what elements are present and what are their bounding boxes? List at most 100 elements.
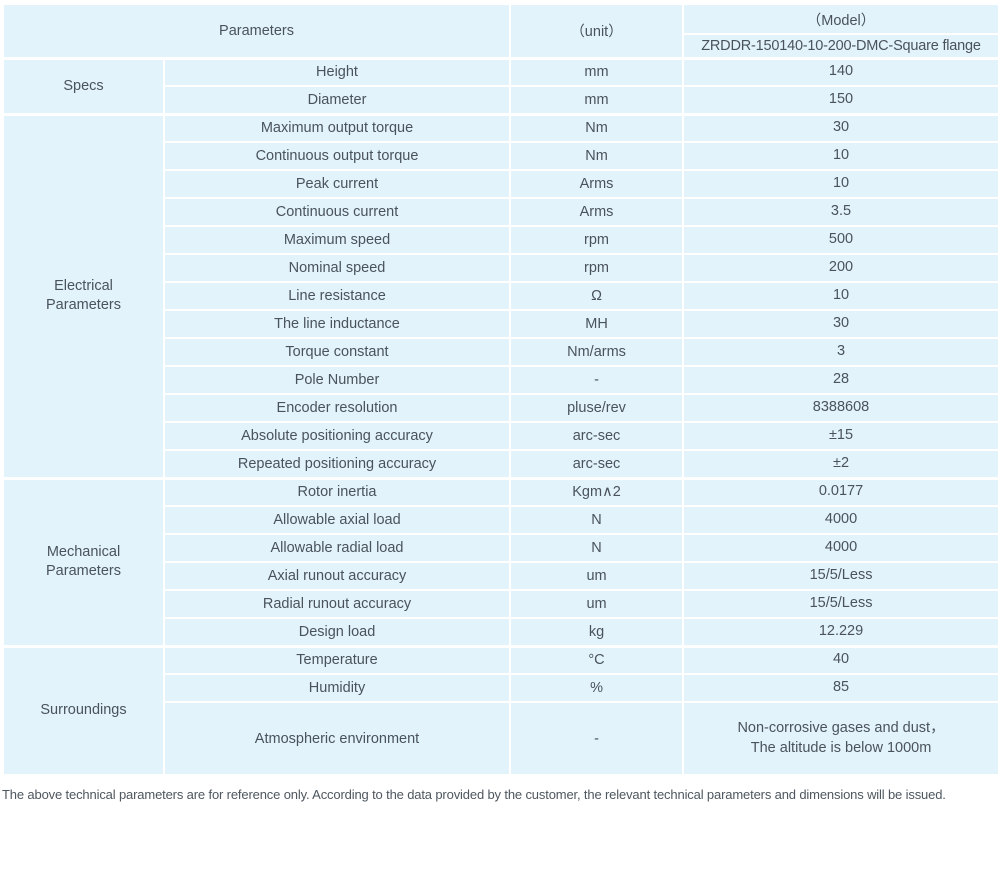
header-model-row: ZRDDR-150140-10-200-DMC-Square flange [3, 33, 1000, 59]
header-parameters: Parameters [1, 3, 512, 59]
param-name-cell: Encoder resolution [162, 393, 512, 423]
value-cell: 8388608 [682, 393, 1000, 423]
unit-cell: Ω [509, 281, 685, 311]
value-cell: 4000 [682, 533, 1000, 563]
unit-cell: um [509, 561, 685, 591]
table-row: Radial runout accuracy um 15/5/Less [3, 589, 1000, 619]
unit-cell: Nm [509, 112, 685, 143]
unit-cell: arc-sec [509, 449, 685, 479]
param-name-cell: Torque constant [162, 337, 512, 367]
param-name-cell: Continuous current [162, 197, 512, 227]
category-cell-electrical: Electrical Parameters [2, 112, 165, 479]
unit-cell: N [509, 533, 685, 563]
spec-table: Parameters （unit） （Model） ZRDDR-150140-1… [1, 3, 1000, 776]
unit-cell: MH [509, 309, 685, 339]
table-row: Humidity % 85 [3, 673, 1000, 703]
table-row: Electrical Parameters Maximum output tor… [2, 112, 1000, 479]
unit-cell: arc-sec [509, 421, 685, 451]
table-row: Peak current Arms 10 [3, 169, 1000, 199]
param-name-cell: Repeated positioning accuracy [162, 449, 512, 479]
table-row: Absolute positioning accuracy arc-sec ±1… [3, 421, 1000, 451]
param-name-cell: Radial runout accuracy [162, 589, 512, 619]
header-unit: （unit） [509, 3, 685, 59]
param-name-cell: Absolute positioning accuracy [162, 421, 512, 451]
param-name-cell: Maximum speed [162, 225, 512, 255]
unit-cell: N [509, 505, 685, 535]
table-row: Maximum speed rpm 500 [3, 225, 1000, 255]
value-cell: 140 [682, 56, 1000, 87]
param-name-cell: Continuous output torque [162, 141, 512, 171]
param-name-cell: Height [162, 56, 512, 87]
value-cell: 85 [682, 673, 1000, 703]
value-cell: 40 [682, 644, 1000, 675]
value-cell: 3 [682, 337, 1000, 367]
unit-cell: % [509, 673, 685, 703]
param-name-cell: Diameter [162, 85, 512, 115]
table-row: Encoder resolution pluse/rev 8388608 [3, 393, 1000, 423]
unit-cell: Arms [509, 169, 685, 199]
value-cell: 10 [682, 141, 1000, 171]
param-name-cell: Pole Number [162, 365, 512, 395]
unit-cell: Nm/arms [509, 337, 685, 367]
param-name-cell: Peak current [162, 169, 512, 199]
param-name-cell: The line inductance [162, 309, 512, 339]
table-row: Pole Number - 28 [3, 365, 1000, 395]
value-cell: 200 [682, 253, 1000, 283]
table-row: Line resistance Ω 10 [3, 281, 1000, 311]
param-name-cell: Design load [162, 617, 512, 647]
unit-cell: rpm [509, 225, 685, 255]
value-cell: 0.0177 [682, 476, 1000, 507]
value-cell: 12.229 [682, 617, 1000, 647]
param-name-cell: Humidity [162, 673, 512, 703]
table-row: Allowable radial load N 4000 [3, 533, 1000, 563]
table-row: Allowable axial load N 4000 [3, 505, 1000, 535]
table-row: Surroundings Temperature °C 40 [2, 644, 1000, 776]
param-name-cell: Line resistance [162, 281, 512, 311]
value-cell: 28 [682, 365, 1000, 395]
header-model: （Model） [682, 3, 1000, 35]
table-row: Continuous current Arms 3.5 [3, 197, 1000, 227]
value-cell: Non-corrosive gases and dust， The altitu… [682, 701, 1000, 776]
unit-cell: - [509, 701, 685, 776]
unit-cell: Kgm∧2 [509, 476, 685, 507]
unit-cell: rpm [509, 253, 685, 283]
unit-cell: mm [509, 56, 685, 87]
category-cell-mechanical: Mechanical Parameters [2, 476, 165, 647]
table-row: Continuous output torque Nm 10 [3, 141, 1000, 171]
unit-cell: °C [509, 644, 685, 675]
param-name-cell: Axial runout accuracy [162, 561, 512, 591]
value-cell: 15/5/Less [682, 561, 1000, 591]
category-cell-specs: Specs [2, 56, 165, 115]
table-row: Nominal speed rpm 200 [3, 253, 1000, 283]
table-row: Mechanical Parameters Rotor inertia Kgm∧… [2, 476, 1000, 647]
value-cell: ±15 [682, 421, 1000, 451]
value-cell: 30 [682, 112, 1000, 143]
header-model-value: ZRDDR-150140-10-200-DMC-Square flange [682, 33, 1000, 59]
unit-cell: mm [509, 85, 685, 115]
table-row: Axial runout accuracy um 15/5/Less [3, 561, 1000, 591]
table-row: Repeated positioning accuracy arc-sec ±2 [3, 449, 1000, 479]
param-name-cell: Maximum output torque [162, 112, 512, 143]
value-cell: 150 [682, 85, 1000, 115]
param-name-cell: Temperature [162, 644, 512, 675]
table-row: Design load kg 12.229 [3, 617, 1000, 647]
param-name-cell: Allowable radial load [162, 533, 512, 563]
value-cell: 3.5 [682, 197, 1000, 227]
param-name-cell: Allowable axial load [162, 505, 512, 535]
unit-cell: Arms [509, 197, 685, 227]
value-cell: 10 [682, 169, 1000, 199]
unit-cell: um [509, 589, 685, 619]
value-cell: 500 [682, 225, 1000, 255]
param-name-cell: Nominal speed [162, 253, 512, 283]
value-cell: 15/5/Less [682, 589, 1000, 619]
footer-note: The above technical parameters are for r… [2, 787, 946, 802]
value-cell: 10 [682, 281, 1000, 311]
value-cell: 4000 [682, 505, 1000, 535]
param-name-cell: Rotor inertia [162, 476, 512, 507]
unit-cell: Nm [509, 141, 685, 171]
value-cell: 30 [682, 309, 1000, 339]
table-row: Diameter mm 150 [3, 85, 1000, 115]
param-name-cell: Atmospheric environment [162, 701, 512, 776]
header-row: Parameters （unit） （Model） [1, 3, 1000, 59]
unit-cell: kg [509, 617, 685, 647]
